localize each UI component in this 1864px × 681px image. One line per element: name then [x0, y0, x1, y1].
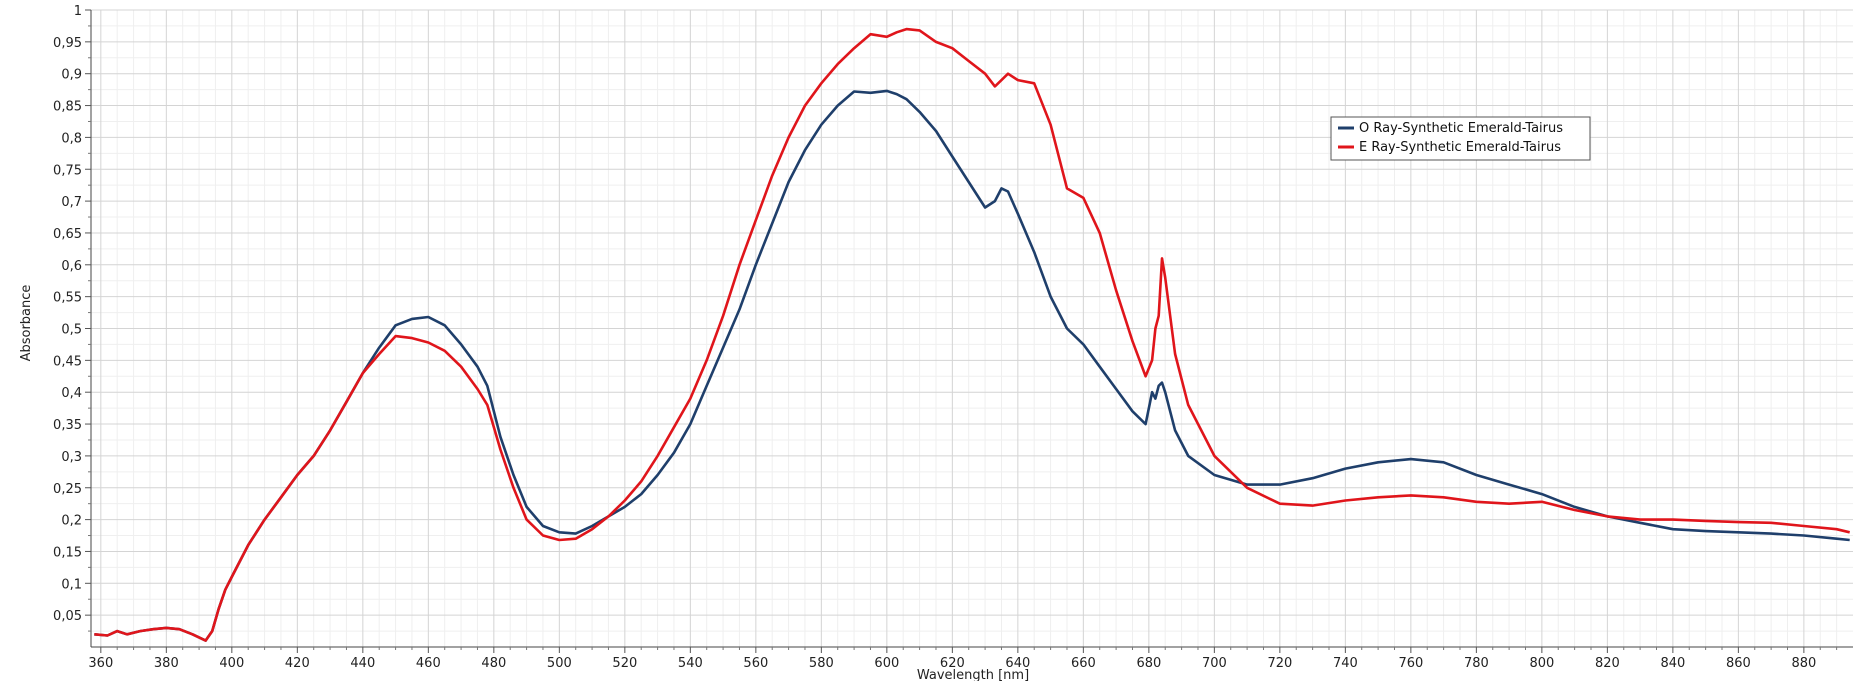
series-line-o-ray [94, 89, 1850, 642]
y-tick-label: 0,25 [53, 482, 82, 497]
x-tick-label: 480 [481, 656, 506, 671]
x-tick-label: 540 [678, 656, 703, 671]
x-tick-label: 720 [1267, 656, 1292, 671]
x-tick-label: 600 [874, 656, 899, 671]
legend-label-o-ray: O Ray-Synthetic Emerald-Tairus [1359, 121, 1563, 136]
x-tick-label: 360 [88, 656, 113, 671]
y-tick-label: 0,1 [61, 577, 82, 592]
y-tick-label: 1 [74, 4, 82, 19]
x-tick-label: 580 [809, 656, 834, 671]
legend-box [1330, 116, 1591, 161]
series-line-e-ray [94, 27, 1850, 642]
y-tick-label: 0,4 [61, 386, 82, 401]
x-tick-label: 380 [154, 656, 179, 671]
y-tick-label: 0,55 [53, 291, 82, 306]
x-tick-label: 880 [1791, 656, 1816, 671]
legend-label-e-ray: E Ray-Synthetic Emerald-Tairus [1359, 140, 1561, 155]
y-tick-label: 0,75 [53, 163, 82, 178]
x-tick-label: 560 [743, 656, 768, 671]
x-tick-label: 660 [1071, 656, 1096, 671]
x-tick-label: 760 [1398, 656, 1423, 671]
legend: O Ray-Synthetic Emerald-Tairus E Ray-Syn… [1330, 116, 1591, 161]
y-tick-label: 0,2 [61, 514, 82, 529]
x-tick-label: 740 [1333, 656, 1358, 671]
x-tick-label: 680 [1136, 656, 1161, 671]
y-tick-label: 0,45 [53, 354, 82, 369]
x-tick-label: 500 [547, 656, 572, 671]
x-tick-label: 860 [1726, 656, 1751, 671]
y-tick-label: 0,85 [53, 100, 82, 115]
y-tick-label: 0,7 [61, 195, 82, 210]
y-tick-label: 0,6 [61, 259, 82, 274]
y-axis-ticks: 0,05 0,1 0,15 0,2 0,25 0,3 0,35 0,4 0,45 0,5 0,55 0… [53, 4, 91, 632]
x-axis-label: Wavelength [nm] [917, 668, 1029, 681]
x-tick-label: 620 [940, 656, 965, 671]
y-tick-label: 0,35 [53, 418, 82, 433]
y-tick-label: 0,15 [53, 545, 82, 560]
x-tick-label: 400 [219, 656, 244, 671]
y-tick-label: 0,3 [61, 450, 82, 465]
x-tick-label: 840 [1660, 656, 1685, 671]
y-tick-label: 0,95 [53, 36, 82, 51]
y-tick-label: 0,5 [61, 323, 82, 338]
x-tick-label: 820 [1595, 656, 1620, 671]
x-tick-label: 640 [1005, 656, 1030, 671]
series-lines [94, 27, 1850, 642]
y-axis-label: Absorbance [19, 285, 34, 362]
x-tick-label: 440 [350, 656, 375, 671]
x-axis-ticks: 360 380 400 420 440 460 480 500 520 540 560 580 600 6… [88, 647, 1838, 671]
x-tick-label: 520 [612, 656, 637, 671]
y-tick-label: 0,05 [53, 609, 82, 624]
x-tick-label: 700 [1202, 656, 1227, 671]
x-tick-label: 420 [285, 656, 310, 671]
y-tick-label: 0,8 [61, 131, 82, 146]
grid [91, 9, 1853, 647]
y-tick-label: 0,65 [53, 227, 82, 242]
y-tick-label: 0,9 [61, 68, 82, 83]
x-tick-label: 460 [416, 656, 441, 671]
x-tick-label: 800 [1529, 656, 1554, 671]
x-tick-label: 780 [1464, 656, 1489, 671]
